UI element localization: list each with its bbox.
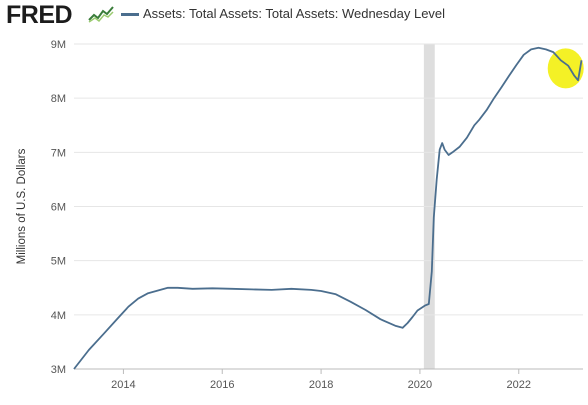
series-layer xyxy=(73,46,583,370)
fred-logo[interactable]: FRED xyxy=(6,1,73,29)
series-line-0[interactable] xyxy=(73,46,583,370)
gridlines xyxy=(74,43,583,370)
y-tick-label: 8M xyxy=(51,93,66,105)
x-tick-label: 2016 xyxy=(210,379,234,391)
highlight-annotation xyxy=(547,48,584,89)
chart-header: FRED Assets: Total Assets: Total Assets:… xyxy=(0,0,588,30)
legend-swatch xyxy=(121,13,139,16)
y-tick-label: 6M xyxy=(51,202,66,214)
sparkline-chart-icon xyxy=(88,5,114,23)
y-axis: 3M 4M 5M 6M 7M 8M 9M xyxy=(51,39,66,376)
legend-label[interactable]: Assets: Total Assets: Total Assets: Wedn… xyxy=(143,6,446,21)
highlighter-mark xyxy=(547,48,584,89)
y-tick-label: 9M xyxy=(51,39,66,51)
x-tick-label: 2020 xyxy=(408,379,432,391)
y-tick-label: 3M xyxy=(51,364,66,376)
y-tick-label: 4M xyxy=(51,310,66,322)
x-tick-label: 2018 xyxy=(309,379,333,391)
y-axis-label: Millions of U.S. Dollars xyxy=(16,148,28,264)
y-tick-label: 7M xyxy=(51,147,66,159)
x-axis: 2014 2016 2018 2020 2022 xyxy=(74,368,583,391)
x-tick-label: 2022 xyxy=(507,379,531,391)
x-tick-label: 2014 xyxy=(111,379,135,391)
y-tick-label: 5M xyxy=(51,256,66,268)
